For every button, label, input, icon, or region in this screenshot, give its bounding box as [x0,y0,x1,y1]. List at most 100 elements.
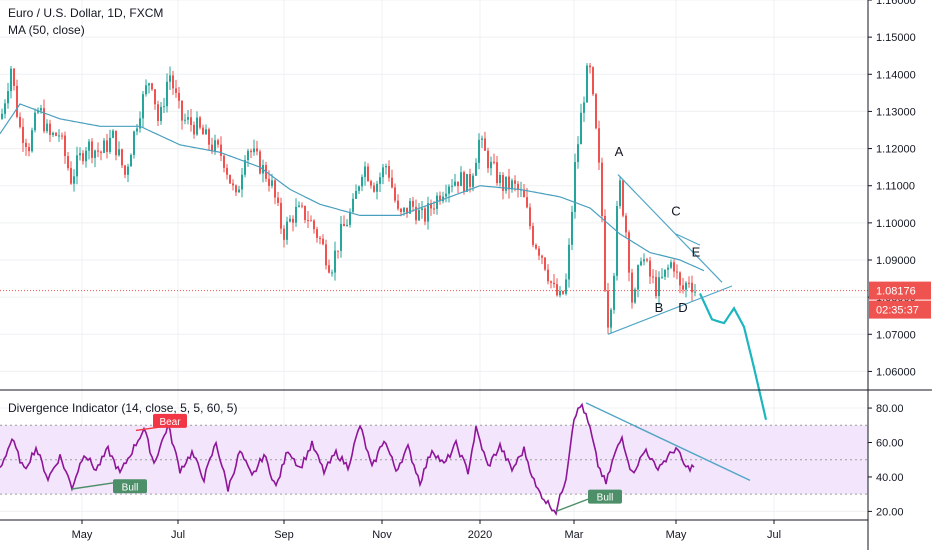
candle-body [19,116,21,127]
candle-body [112,130,114,138]
divergence-label: Bull [597,493,614,504]
candle-body [64,135,66,157]
candle-body [439,195,441,202]
candle-body [541,255,543,258]
forecast-projection-line [698,292,768,420]
candle-body [463,172,465,192]
trendlines [0,174,868,335]
ma-legend: MA (50, close) [8,23,85,37]
candle-body [43,108,45,132]
candle-body [448,186,450,194]
candle-body [28,147,30,152]
candle-body [172,75,174,89]
candle-body [370,181,372,186]
candle-body [634,289,636,303]
candle-body [544,257,546,270]
candle-body [517,183,519,191]
candle-body [619,180,621,206]
candle-body [37,110,39,113]
candle-body [268,178,270,186]
candle-body [640,261,642,266]
divergence-label-box [153,413,187,428]
candle-body [139,118,141,129]
candle-body [91,141,93,158]
candle-body [646,259,648,261]
wave-label: A [615,144,624,159]
candle-body [445,193,447,197]
candle-body [466,174,468,192]
candle-body [562,291,564,294]
candle-body [127,166,129,175]
candle-body [664,269,666,277]
candle-body [46,123,48,132]
ma-line [0,103,768,420]
candle-body [391,177,393,188]
candle-body [673,262,675,272]
candle-body [688,282,690,284]
wave-label: D [678,300,687,315]
candle-body [355,190,357,199]
candle-body [628,232,630,273]
candle-body [181,100,183,121]
candle-body [424,208,426,222]
candle-body [313,220,315,230]
x-tick-label: Sep [274,529,294,541]
candle-body [76,155,78,177]
countdown-badge [869,300,931,319]
candle-body [115,130,117,156]
candle-body [583,102,585,113]
candle-body [574,161,576,212]
wave-label: C [671,203,680,218]
candle-body [304,205,306,221]
trendline [617,174,723,283]
chart-title: Euro / U.S. Dollar, 1D, FXCM [8,6,164,20]
divergence-label-box [588,489,622,504]
candle-body [229,174,231,184]
candle-body [103,140,105,153]
candle-body [592,67,594,95]
candle-body [622,180,624,216]
indicator-y-tick-label: 80.00 [876,403,904,415]
candle-body [316,229,318,238]
candle-body [214,140,216,152]
candle-body [655,276,657,297]
candle-body [277,197,279,203]
candle-body [460,172,462,187]
candle-body [571,211,573,245]
candle-body [694,291,696,293]
candle-body [598,128,600,163]
candle-body [409,200,411,214]
candle-body [526,197,528,208]
candle-body [502,175,504,191]
candle-body [565,279,567,294]
candle-body [94,150,96,158]
x-tick-label: Jul [767,529,781,541]
candle-body [361,176,363,187]
candle-body [130,154,132,167]
candle-body [382,167,384,178]
candle-body [661,276,663,278]
candle-body [106,140,108,152]
candle-body [250,150,252,153]
candle-body [529,207,531,227]
candle-body [394,187,396,201]
candle-body [196,117,198,135]
candle-body [178,92,180,101]
candle-body [70,168,72,184]
candle-body [7,91,9,104]
candle-body [577,144,579,162]
candle-body [187,117,189,120]
candle-body [142,94,144,119]
candle-body [310,220,312,222]
divergence-label: Bear [159,417,181,428]
candle-body [505,176,507,191]
candle-body [157,104,159,122]
candle-body [685,282,687,290]
candle-body [154,89,156,105]
indicator-y-tick-label: 20.00 [876,506,904,518]
candle-body [559,291,561,296]
divergence-line [585,402,751,482]
candle-body [1,113,3,119]
candle-body [676,271,678,273]
